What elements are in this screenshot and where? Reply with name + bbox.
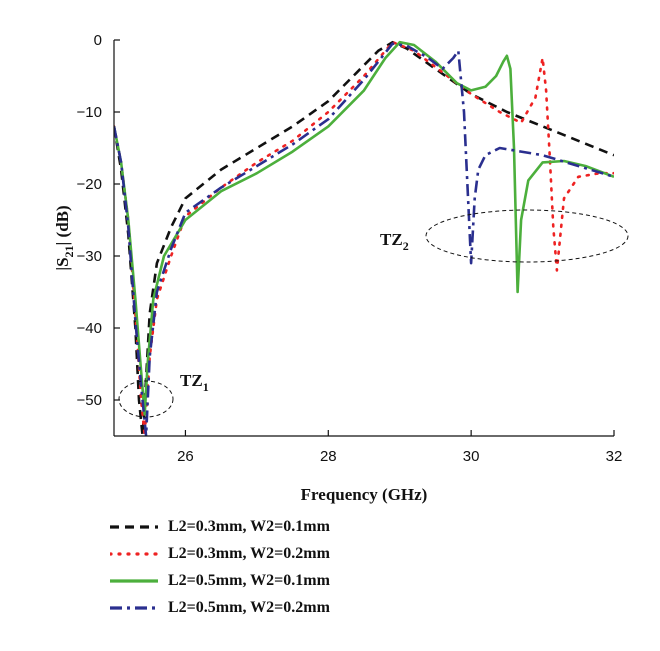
y-tick-label: −20 <box>77 176 102 193</box>
legend-label: L2=0.3mm, W2=0.2mm <box>168 544 330 562</box>
legend-label: L2=0.3mm, W2=0.1mm <box>168 517 330 535</box>
legend-label: L2=0.5mm, W2=0.1mm <box>168 571 330 589</box>
series-line-1 <box>114 40 614 436</box>
y-axis-title-main: |S <box>53 257 72 270</box>
tz1-label-sub: 1 <box>203 380 209 394</box>
y-tick-label: −30 <box>77 248 102 265</box>
plot-lines <box>114 40 614 436</box>
legend-swatch <box>110 605 158 610</box>
legend-item: L2=0.3mm, W2=0.2mm <box>110 540 330 567</box>
x-tick-label: 28 <box>320 448 337 465</box>
y-tick-label: 0 <box>94 32 102 49</box>
x-tick-label: 26 <box>177 448 194 465</box>
legend: L2=0.3mm, W2=0.1mm L2=0.3mm, W2=0.2mm L2… <box>110 513 330 621</box>
y-tick-label: −10 <box>77 104 102 121</box>
y-tick-label: −50 <box>77 392 102 409</box>
plot-frame <box>113 40 614 437</box>
legend-swatch <box>110 578 158 583</box>
legend-item: L2=0.5mm, W2=0.1mm <box>110 567 330 594</box>
x-tick-label: 32 <box>606 448 623 465</box>
tz1-label-main: TZ <box>180 371 203 390</box>
y-tick-label: −40 <box>77 320 102 337</box>
y-axis-title-tail: | (dB) <box>53 205 72 245</box>
y-ticks: 0 −10 −20 −30 −40 −50 <box>77 32 120 409</box>
x-axis-title: Frequency (GHz) <box>301 485 428 504</box>
series-line-3 <box>114 40 614 416</box>
legend-swatch <box>110 551 158 556</box>
series-line-4 <box>114 42 614 436</box>
legend-item: L2=0.3mm, W2=0.1mm <box>110 513 330 540</box>
x-ticks: 26 28 30 32 <box>177 430 622 465</box>
y-axis-title-sub: 21 <box>62 245 76 257</box>
tz2-ellipse <box>425 209 629 263</box>
legend-item: L2=0.5mm, W2=0.2mm <box>110 594 330 621</box>
y-axis-title: |S21| (dB) <box>53 205 76 270</box>
x-tick-label: 30 <box>463 448 480 465</box>
series-line-2 <box>114 40 614 436</box>
tz1-ellipse <box>118 380 174 418</box>
legend-label: L2=0.5mm, W2=0.2mm <box>168 598 330 616</box>
tz2-label-main: TZ <box>380 230 403 249</box>
tz2-label-sub: 2 <box>403 239 409 253</box>
tz1-label: TZ1 <box>180 371 209 394</box>
legend-swatch <box>110 524 158 529</box>
tz2-label: TZ2 <box>380 230 409 253</box>
